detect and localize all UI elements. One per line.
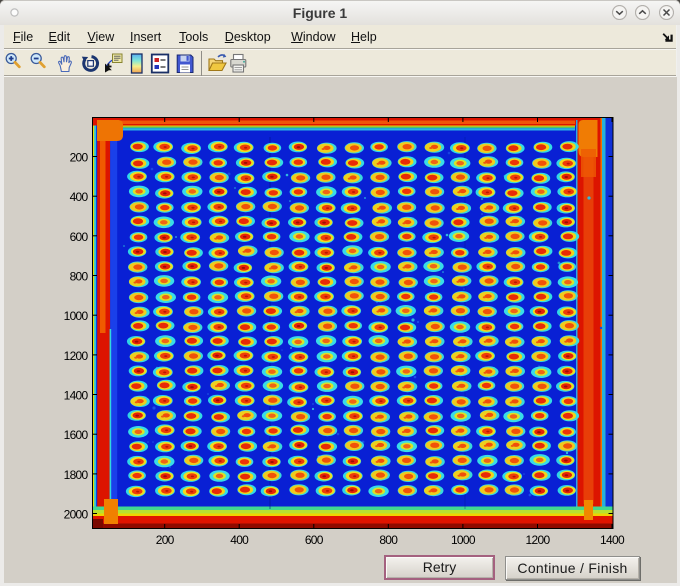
svg-text:1200: 1200 (526, 533, 551, 547)
svg-text:400: 400 (230, 533, 249, 547)
svg-text:800: 800 (379, 533, 398, 547)
svg-text:200: 200 (70, 151, 89, 165)
svg-text:1600: 1600 (64, 428, 89, 442)
svg-text:1800: 1800 (64, 468, 89, 482)
svg-text:600: 600 (305, 533, 324, 547)
svg-text:1200: 1200 (64, 349, 89, 363)
svg-text:1000: 1000 (451, 533, 476, 547)
svg-text:1000: 1000 (64, 309, 89, 323)
svg-text:600: 600 (70, 230, 89, 244)
svg-text:1400: 1400 (64, 389, 89, 403)
svg-text:200: 200 (156, 533, 175, 547)
svg-text:400: 400 (70, 190, 89, 204)
svg-text:2000: 2000 (64, 508, 89, 522)
svg-text:800: 800 (70, 270, 89, 284)
svg-text:1400: 1400 (600, 533, 625, 547)
